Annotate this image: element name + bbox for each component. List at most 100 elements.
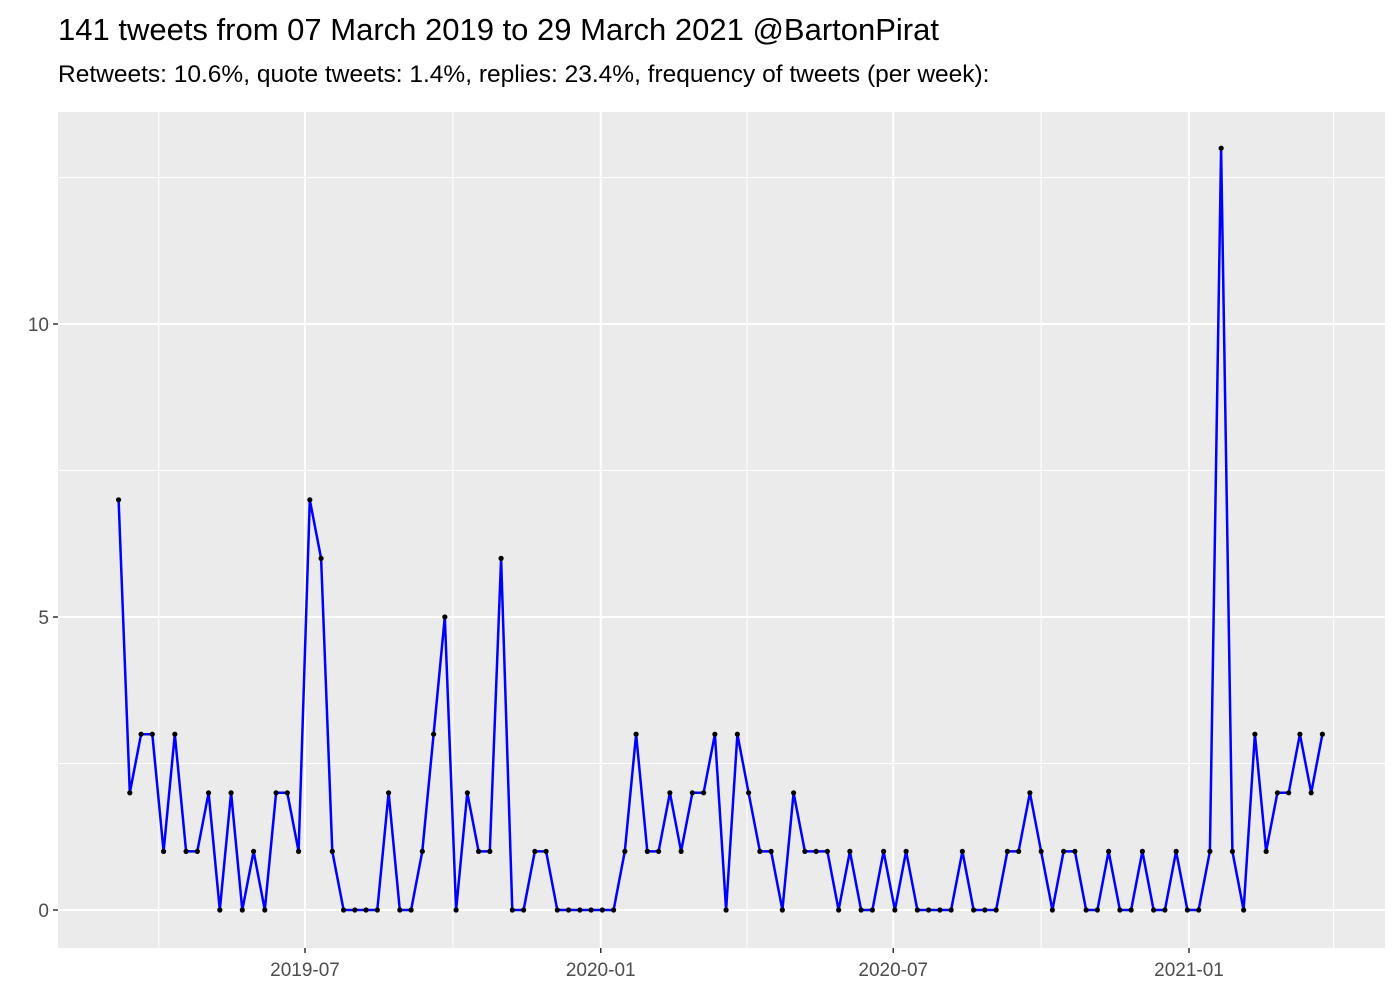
data-point bbox=[1117, 907, 1123, 913]
data-point bbox=[791, 790, 797, 796]
data-point bbox=[329, 848, 335, 855]
data-point bbox=[430, 731, 437, 737]
data-point bbox=[768, 848, 774, 855]
data-point bbox=[149, 731, 155, 737]
data-point bbox=[1151, 907, 1157, 913]
data-point bbox=[498, 555, 504, 562]
data-point bbox=[127, 790, 133, 796]
data-point bbox=[1049, 907, 1055, 913]
data-point bbox=[1286, 790, 1292, 796]
data-point bbox=[757, 848, 763, 855]
data-point bbox=[217, 907, 223, 913]
data-point bbox=[1241, 907, 1247, 913]
data-point bbox=[1274, 790, 1280, 796]
data-point bbox=[802, 848, 808, 855]
data-point bbox=[520, 907, 527, 913]
data-point bbox=[565, 907, 572, 913]
data-point bbox=[734, 731, 740, 737]
data-point bbox=[273, 790, 279, 796]
data-point bbox=[971, 907, 977, 913]
data-point bbox=[599, 907, 605, 913]
data-point bbox=[779, 907, 785, 913]
data-point bbox=[1004, 848, 1010, 855]
data-point bbox=[374, 907, 380, 913]
data-point bbox=[622, 848, 628, 855]
y-tick-label: 5 bbox=[38, 608, 49, 629]
data-point bbox=[1308, 790, 1314, 796]
data-point bbox=[340, 907, 347, 913]
data-point bbox=[689, 790, 695, 796]
data-point bbox=[1094, 907, 1100, 913]
data-point bbox=[194, 848, 200, 855]
data-point bbox=[656, 848, 662, 855]
data-point bbox=[442, 614, 448, 620]
data-point bbox=[959, 848, 965, 855]
data-point bbox=[1263, 848, 1269, 855]
data-point bbox=[993, 907, 999, 913]
data-point bbox=[1027, 790, 1033, 796]
data-point bbox=[678, 848, 684, 855]
data-point bbox=[464, 790, 470, 796]
plot-panel bbox=[58, 112, 1385, 948]
data-point bbox=[172, 731, 178, 737]
data-point bbox=[397, 907, 403, 913]
data-point bbox=[138, 731, 144, 737]
data-point bbox=[1083, 907, 1089, 913]
data-point bbox=[847, 848, 853, 855]
data-point bbox=[487, 848, 493, 855]
data-point bbox=[1038, 848, 1044, 855]
data-point bbox=[824, 848, 830, 855]
data-point bbox=[903, 848, 909, 855]
data-point bbox=[1162, 907, 1168, 913]
data-point bbox=[205, 790, 212, 796]
data-point bbox=[453, 907, 459, 913]
chart-subtitle: Retweets: 10.6%, quote tweets: 1.4%, rep… bbox=[58, 61, 990, 88]
data-point bbox=[723, 907, 729, 913]
y-tick-label: 0 bbox=[38, 901, 49, 922]
data-point bbox=[1196, 907, 1202, 913]
data-point bbox=[588, 907, 594, 913]
data-point bbox=[610, 907, 617, 913]
data-point bbox=[644, 848, 650, 855]
data-point bbox=[937, 907, 943, 913]
x-tick-label: 2019-07 bbox=[270, 960, 340, 981]
x-tick-label: 2020-07 bbox=[858, 960, 928, 981]
data-point bbox=[926, 907, 932, 913]
data-point bbox=[914, 907, 920, 913]
data-point bbox=[228, 790, 234, 796]
data-point bbox=[667, 790, 673, 796]
data-point bbox=[701, 790, 707, 796]
data-point bbox=[385, 790, 392, 796]
data-point bbox=[532, 848, 538, 855]
data-point bbox=[352, 907, 358, 913]
data-point bbox=[1229, 848, 1235, 855]
data-point bbox=[475, 848, 482, 855]
data-point bbox=[419, 848, 425, 855]
chart-title: 141 tweets from 07 March 2019 to 29 Marc… bbox=[58, 12, 939, 47]
data-point bbox=[239, 907, 245, 913]
data-point bbox=[712, 731, 718, 737]
data-point bbox=[1072, 848, 1078, 855]
data-point bbox=[577, 907, 583, 913]
data-point bbox=[1207, 848, 1213, 855]
data-point bbox=[115, 497, 122, 503]
data-point bbox=[633, 731, 639, 737]
data-point bbox=[509, 907, 515, 913]
x-tick-label: 2020-01 bbox=[566, 960, 636, 981]
data-point bbox=[881, 848, 887, 855]
data-point bbox=[982, 907, 988, 913]
data-point bbox=[948, 907, 954, 913]
data-point bbox=[307, 497, 313, 503]
data-point bbox=[869, 907, 875, 913]
data-point bbox=[262, 907, 268, 913]
data-point bbox=[746, 790, 752, 796]
data-point bbox=[1061, 848, 1067, 855]
data-point bbox=[554, 907, 560, 913]
data-point bbox=[813, 848, 819, 855]
data-point bbox=[836, 907, 842, 913]
y-tick-label: 10 bbox=[28, 315, 49, 336]
data-point bbox=[183, 848, 189, 855]
data-point bbox=[1173, 848, 1179, 855]
data-point bbox=[250, 848, 257, 855]
